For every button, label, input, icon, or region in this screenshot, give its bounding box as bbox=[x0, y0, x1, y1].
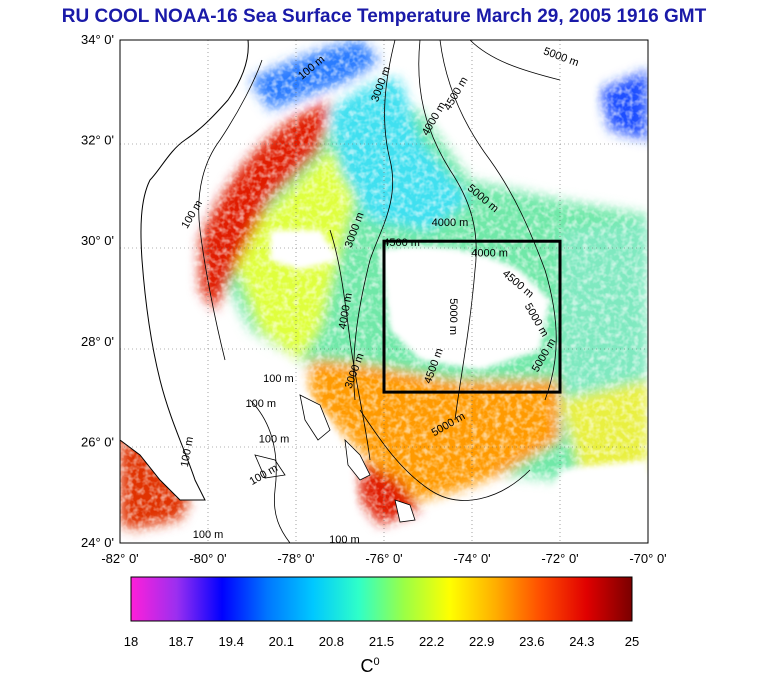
lon-label: -76° 0' bbox=[365, 551, 402, 566]
contour-label: 4000 m bbox=[471, 247, 508, 259]
lon-label: -80° 0' bbox=[189, 551, 226, 566]
contour-label: 100 m bbox=[193, 529, 224, 541]
contour-label: 4000 m bbox=[432, 217, 469, 229]
lat-label: 24° 0' bbox=[81, 535, 114, 550]
colorbar-tick: 19.4 bbox=[219, 634, 244, 649]
lat-label: 28° 0' bbox=[81, 334, 114, 349]
map-title: RU COOL NOAA-16 Sea Surface Temperature … bbox=[61, 6, 707, 27]
colorbar-tick: 20.1 bbox=[269, 634, 294, 649]
lat-label: 34° 0' bbox=[81, 32, 114, 47]
colorbar bbox=[130, 576, 633, 622]
contour-label: 100 m bbox=[179, 436, 196, 468]
bahamas-islands bbox=[254, 394, 416, 523]
colorbar-unit: C0 bbox=[330, 656, 410, 677]
lon-label: -70° 0' bbox=[629, 551, 666, 566]
contour-label: 4500 m bbox=[383, 237, 420, 249]
colorbar-unit-superscript: 0 bbox=[373, 656, 380, 668]
lat-label: 30° 0' bbox=[81, 233, 114, 248]
colorbar-tick-labels: 18 18.7 19.4 20.1 20.8 21.5 22.2 22.9 23.6 24.3 25 bbox=[124, 634, 639, 649]
colorbar-tick: 18.7 bbox=[168, 634, 193, 649]
colorbar-tick: 25 bbox=[625, 634, 639, 649]
contour-label: 5000 m bbox=[447, 298, 459, 335]
colorbar-tick: 21.5 bbox=[369, 634, 394, 649]
contour-label: 100 m bbox=[259, 433, 290, 445]
contour-label: 100 m bbox=[246, 398, 277, 410]
longitude-labels: -82° 0' -80° 0' -78° 0' -76° 0' -74° 0' -72° … bbox=[101, 551, 666, 566]
map-frame bbox=[119, 39, 649, 544]
bathymetry-contours bbox=[198, 40, 561, 543]
study-area-box bbox=[382, 239, 562, 394]
lat-label: 26° 0' bbox=[81, 434, 114, 449]
lat-label: 32° 0' bbox=[81, 133, 114, 148]
colorbar-tick: 22.9 bbox=[469, 634, 494, 649]
colorbar-tick: 23.6 bbox=[519, 634, 544, 649]
latitude-labels: 34° 0' 32° 0' 30° 0' 28° 0' 26° 0' 24° 0' bbox=[81, 32, 114, 550]
lon-label: -74° 0' bbox=[453, 551, 490, 566]
colorbar-tick: 24.3 bbox=[569, 634, 594, 649]
colorbar-tick: 18 bbox=[124, 634, 138, 649]
contour-label: 100 m bbox=[329, 534, 360, 546]
lon-label: -78° 0' bbox=[277, 551, 314, 566]
lon-label: -72° 0' bbox=[541, 551, 578, 566]
contour-label: 100 m bbox=[263, 373, 294, 385]
colorbar-tick: 22.2 bbox=[419, 634, 444, 649]
coastline-land bbox=[120, 40, 249, 501]
colorbar-unit-text: C bbox=[360, 656, 374, 676]
lon-label: -82° 0' bbox=[101, 551, 138, 566]
colorbar-tick: 20.8 bbox=[319, 634, 344, 649]
